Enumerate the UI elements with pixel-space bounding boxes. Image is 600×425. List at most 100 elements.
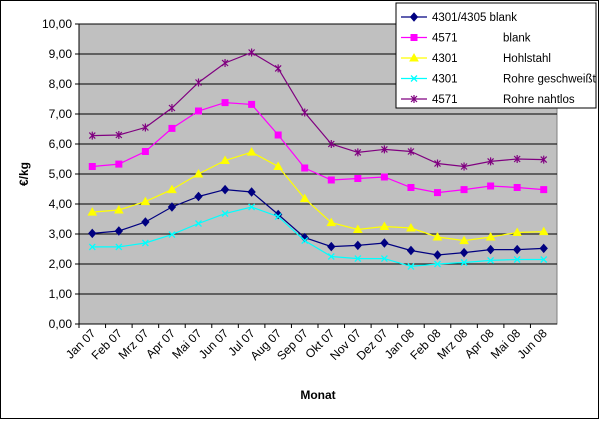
y-tick-label: 1,00 <box>49 287 73 301</box>
data-point <box>247 187 256 197</box>
data-point <box>513 256 521 263</box>
data-point <box>141 217 150 227</box>
data-point <box>407 262 415 270</box>
data-point <box>248 48 256 57</box>
data-point <box>193 168 204 178</box>
data-point <box>407 184 415 191</box>
series-line <box>92 151 544 242</box>
data-point <box>115 243 123 251</box>
data-point <box>274 131 282 139</box>
data-point <box>485 231 496 241</box>
data-point <box>327 241 336 252</box>
data-point <box>88 131 96 140</box>
data-point <box>460 186 468 194</box>
legend-marker <box>409 52 419 62</box>
legend-marker <box>410 75 418 82</box>
series-5 <box>88 48 548 171</box>
series-4 <box>88 203 548 270</box>
data-point <box>299 193 310 203</box>
data-point <box>301 237 309 245</box>
data-point <box>352 224 363 233</box>
legend-marker <box>410 95 418 103</box>
y-tick-label: 10,00 <box>42 17 72 31</box>
series-layer <box>87 48 549 270</box>
data-point <box>434 260 441 268</box>
legend-label-detail: Rohre nahtlos <box>503 94 575 106</box>
data-point <box>301 164 309 172</box>
data-point <box>167 184 177 194</box>
series-line <box>92 101 544 194</box>
y-tick-label: 0,00 <box>49 317 73 331</box>
data-point <box>460 259 468 266</box>
data-point <box>220 184 230 195</box>
data-point <box>406 222 416 232</box>
y-tick-label: 7,00 <box>49 107 73 121</box>
data-point <box>434 159 441 168</box>
legend-box <box>395 2 597 109</box>
legend-label: 4571 <box>432 94 458 106</box>
y-tick-label: 3,00 <box>49 227 73 241</box>
legend-label: 4301 <box>432 53 458 65</box>
data-point <box>353 240 362 251</box>
y-tick-label: 9,00 <box>49 47 73 61</box>
data-point <box>301 108 309 117</box>
data-point <box>248 100 256 108</box>
data-point <box>433 250 442 260</box>
data-point <box>354 148 362 157</box>
data-point <box>326 217 337 227</box>
data-point <box>486 244 495 255</box>
data-point <box>540 186 548 194</box>
legend-marker <box>409 12 419 22</box>
data-point <box>487 256 495 264</box>
data-point <box>459 235 469 245</box>
data-point <box>460 162 468 171</box>
legend-label: 4301 <box>432 74 458 86</box>
data-point <box>195 107 202 115</box>
data-point <box>248 203 256 211</box>
data-point <box>113 204 124 214</box>
data-point <box>141 239 149 247</box>
data-point <box>141 148 149 155</box>
data-point <box>327 253 335 260</box>
data-point <box>379 221 390 230</box>
data-point <box>221 210 229 218</box>
data-point <box>88 163 96 170</box>
data-point <box>141 123 149 132</box>
y-tick-label: 8,00 <box>49 77 73 91</box>
data-point <box>115 131 123 139</box>
data-point <box>168 104 176 112</box>
data-point <box>538 226 549 236</box>
data-point <box>140 196 151 206</box>
data-point <box>274 213 282 221</box>
data-point <box>539 243 548 254</box>
x-axis-title: Monat <box>300 388 335 402</box>
legend-label-detail: Rohre geschweißt <box>503 74 596 86</box>
data-point <box>513 184 521 191</box>
data-point <box>354 175 362 182</box>
legend-label-detail: blank <box>503 33 531 45</box>
series-2 <box>88 99 548 197</box>
data-point <box>380 238 389 248</box>
legend-label-detail: Hohlstahl <box>503 53 551 65</box>
data-point <box>273 161 284 170</box>
data-point <box>221 99 229 107</box>
series-line <box>92 188 544 256</box>
data-point <box>487 157 495 166</box>
legend: 4301/4305 blank 4571 blank 4301 Hohlstahl 430… <box>395 2 597 109</box>
legend-marker <box>410 34 418 41</box>
y-tick-label: 6,00 <box>49 137 73 151</box>
data-point <box>434 189 441 197</box>
data-point <box>459 247 469 258</box>
data-point <box>432 231 443 241</box>
data-point <box>195 220 202 227</box>
data-point <box>88 228 97 239</box>
data-point <box>194 191 203 202</box>
data-point <box>354 255 362 263</box>
data-point <box>88 243 96 251</box>
data-point <box>512 227 523 236</box>
data-point <box>513 155 521 163</box>
legend-label: 4571 <box>432 33 458 45</box>
series-line <box>92 206 544 268</box>
series-line <box>92 51 544 168</box>
